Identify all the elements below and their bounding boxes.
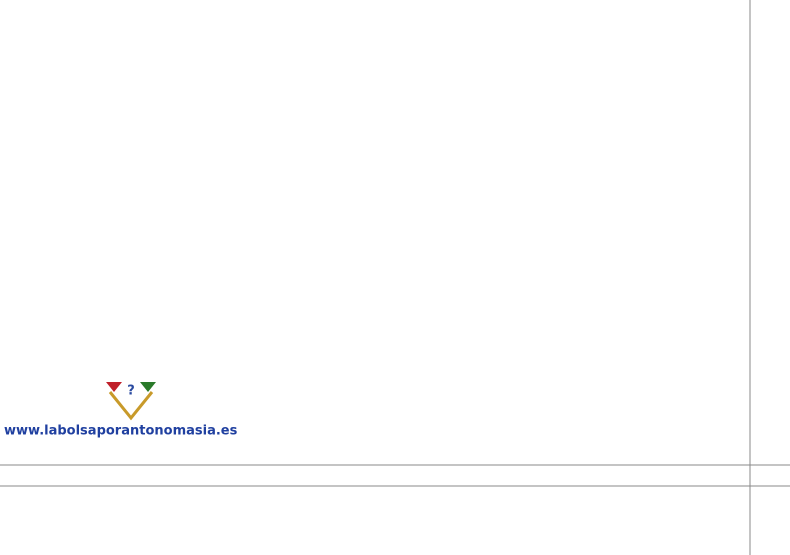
logo-arrow-green xyxy=(140,382,156,392)
logo-question: ? xyxy=(127,384,135,399)
logo-arrow-red xyxy=(106,382,122,392)
logo-v xyxy=(108,391,154,421)
logo: ? xyxy=(106,382,156,421)
watermark: www.labolsaporantonomasia.es xyxy=(4,424,238,439)
